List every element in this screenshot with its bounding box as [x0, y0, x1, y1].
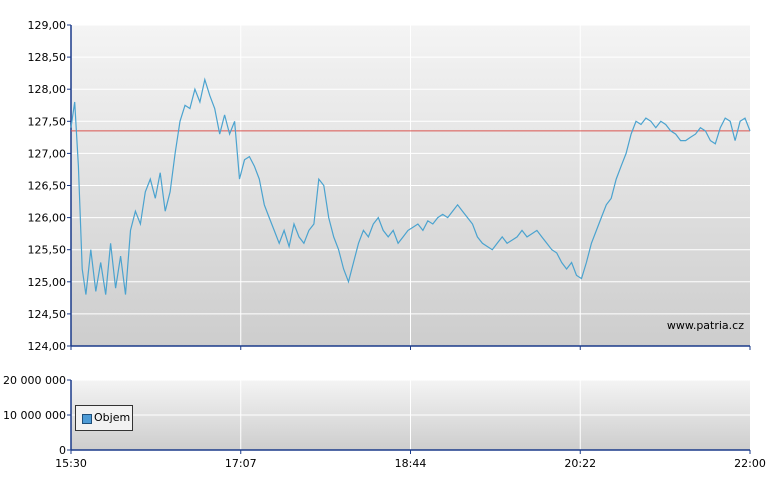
volume-y-tick-label: 10 000 000: [3, 409, 66, 422]
volume-grid: [71, 379, 750, 450]
price-y-tick-label: 126,00: [28, 212, 67, 225]
price-series-line: [70, 77, 751, 295]
x-tick-label: 15:30: [55, 457, 87, 470]
price-y-tick-label: 129,00: [28, 19, 67, 32]
x-tick-label: 22:00: [734, 457, 766, 470]
price-y-tick-label: 127,50: [28, 115, 67, 128]
x-tick-label: 20:22: [564, 457, 596, 470]
price-grid: [71, 24, 750, 346]
legend: Objem: [75, 405, 133, 431]
price-y-axis: 124,00 124,50 125,00 125,50 126,00 126,50 127,…: [28, 19, 71, 353]
price-y-tick-label: 126,50: [28, 180, 67, 193]
price-y-tick-label: 124,00: [28, 340, 67, 353]
price-y-tick-label: 125,50: [28, 244, 67, 257]
price-y-tick-label: 128,00: [28, 83, 67, 96]
price-y-tick-label: 128,50: [28, 51, 67, 64]
legend-swatch-volume: [82, 414, 92, 424]
x-tick-label: 18:44: [395, 457, 427, 470]
volume-y-tick-label: 0: [59, 444, 66, 457]
legend-label-volume: Objem: [94, 411, 131, 424]
volume-y-axis: 0 10 000 000 20 000 000: [3, 374, 71, 457]
volume-y-tick-label: 20 000 000: [3, 374, 66, 387]
price-y-tick-label: 127,00: [28, 147, 67, 160]
price-y-tick-label: 125,00: [28, 276, 67, 289]
x-tick-label: 17:07: [225, 457, 257, 470]
price-y-tick-label: 124,50: [28, 308, 67, 321]
time-x-axis: 15:30 17:07 18:44 20:22 22:00: [55, 346, 766, 470]
watermark: www.patria.cz: [667, 319, 744, 332]
